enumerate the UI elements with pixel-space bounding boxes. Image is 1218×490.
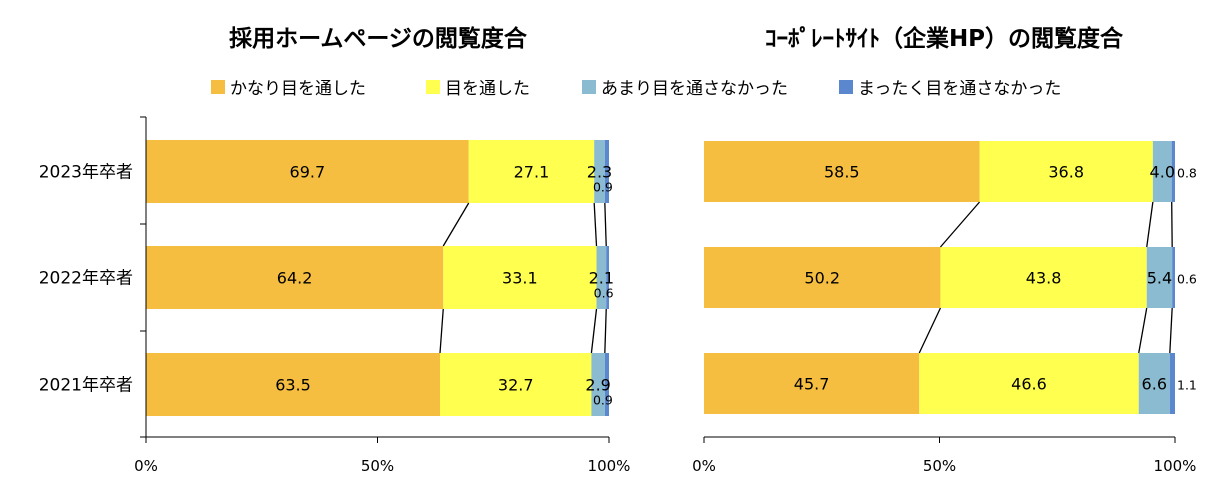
bar-segment-2-3 [1170,353,1175,414]
data-label: 32.7 [498,376,534,395]
connector-line [1147,202,1153,247]
data-label: 0.9 [593,393,613,408]
data-label: 50.2 [804,269,840,288]
data-label: 5.4 [1147,269,1172,288]
legend-label-3: まったく目を通さなかった [858,79,1061,99]
data-label: 45.7 [794,375,830,394]
connector-line [605,203,606,246]
legend-item-1: 目を通した [426,79,530,99]
data-label: 0.9 [593,180,613,195]
legend-label-1: 目を通した [445,79,530,99]
legend-label-0: かなり目を通した [230,79,366,99]
data-label: 6.6 [1142,375,1167,394]
x-tick-label: 100% [588,457,631,475]
connector-line [940,202,979,247]
bar-segment-1-3 [1172,247,1175,308]
data-label: 0.6 [594,286,614,301]
legend: かなり目を通した 目を通した あまり目を通さなかった まったく目を通さなかった [211,79,1061,99]
data-label: 4.0 [1150,163,1175,182]
x-tick-label: 0% [692,457,716,475]
data-label: 64.2 [277,269,313,288]
x-tick-label: 0% [134,457,158,475]
data-label: 33.1 [502,269,538,288]
data-label: 69.7 [290,163,326,182]
data-label: 46.6 [1011,375,1047,394]
data-label: 63.5 [275,376,311,395]
chart-title-left: 採用ホームページの閲覧度合 [229,25,528,52]
connector-line [919,308,940,353]
category-label: 2021年卒者 [39,376,133,396]
x-tick-label: 100% [1154,457,1197,475]
legend-item-2: あまり目を通さなかった [582,79,788,99]
legend-item-3: まったく目を通さなかった [839,79,1061,99]
data-label: 36.8 [1048,163,1084,182]
legend-swatch-2 [582,80,596,94]
category-label: 2022年卒者 [39,269,133,289]
legend-swatch-0 [211,80,225,94]
data-label: 0.6 [1177,272,1197,287]
data-label: 58.5 [824,163,860,182]
legend-item-0: かなり目を通した [211,79,366,99]
connector-line [605,309,606,353]
data-label: 43.8 [1026,269,1062,288]
connector-line [1139,308,1147,353]
data-label: 27.1 [514,163,550,182]
connector-line [1170,308,1172,353]
x-tick-label: 50% [361,457,394,475]
legend-label-2: あまり目を通さなかった [601,79,788,99]
chart-title-right: ｺｰﾎﾟﾚｰﾄｻｲﾄ（企業HP）の閲覧度合 [765,25,1124,52]
connector-line [440,309,443,353]
data-label: 1.1 [1177,378,1197,393]
data-label: 0.8 [1177,166,1197,181]
category-label: 2023年卒者 [39,163,133,183]
legend-swatch-3 [839,80,853,94]
connector-line [443,203,468,246]
connector-line [591,309,596,353]
connector-line [594,203,596,246]
legend-swatch-1 [426,80,440,94]
x-tick-label: 50% [923,457,956,475]
